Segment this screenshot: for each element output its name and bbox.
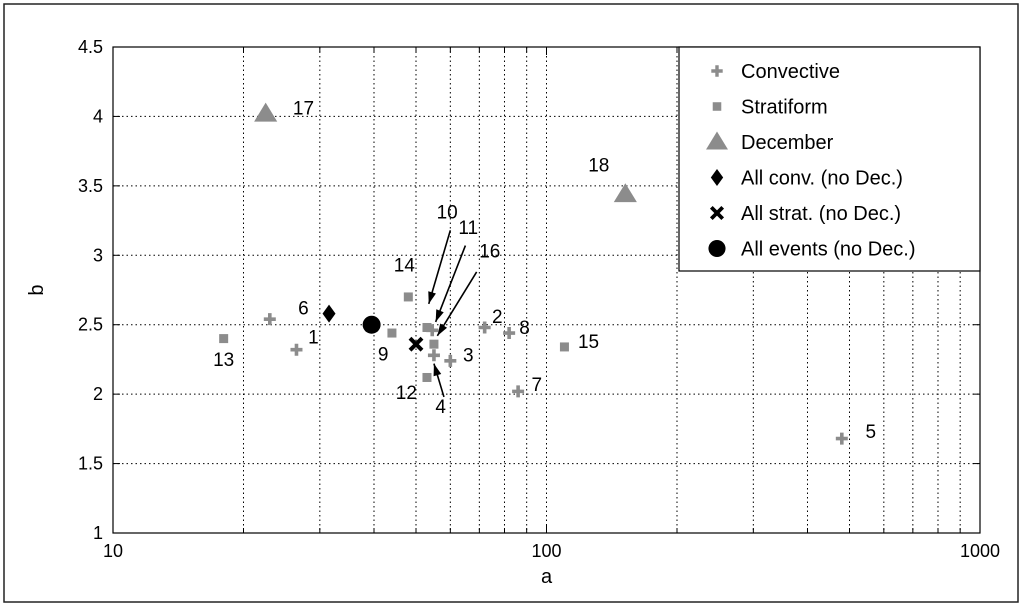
data-point-plus — [478, 321, 491, 334]
legend-marker-x — [709, 205, 725, 221]
legend-marker-circle — [708, 239, 726, 258]
annotation-arrow — [434, 245, 467, 323]
data-point-plus — [512, 385, 525, 398]
y-tick-label: 1.5 — [78, 454, 103, 474]
x-axis-label: a — [541, 566, 553, 588]
point-label: 11 — [458, 218, 478, 239]
point-label: 13 — [213, 350, 234, 371]
point-label: 3 — [463, 346, 474, 367]
legend-entry: All strat. (no Dec.) — [709, 203, 901, 225]
y-tick-label: 2.5 — [78, 315, 103, 335]
point-label: 7 — [532, 375, 543, 396]
point-label: 5 — [866, 422, 877, 443]
annotation-arrows — [427, 230, 478, 398]
legend-entry: All events (no Dec.) — [708, 239, 916, 261]
legend-label: All conv. (no Dec.) — [741, 168, 903, 190]
y-tick-label: 3.5 — [78, 176, 103, 196]
y-tick-label: 1 — [93, 523, 103, 543]
data-point-triangle — [613, 183, 637, 203]
y-tick-label: 4.5 — [78, 37, 103, 57]
legend-marker-plus — [711, 65, 723, 77]
y-axis-label: b — [26, 284, 48, 295]
legend-label: All events (no Dec.) — [741, 239, 916, 261]
data-point-square — [387, 328, 397, 338]
data-point-square — [429, 339, 439, 349]
data-point-triangle — [254, 102, 278, 122]
data-point-plus — [290, 343, 303, 356]
annotation-arrow — [433, 363, 445, 398]
legend-label: December — [741, 132, 834, 154]
legend-label: All strat. (no Dec.) — [741, 203, 901, 225]
point-label: 16 — [479, 242, 500, 263]
x-tick-label: 100 — [531, 541, 561, 561]
point-label: 1 — [308, 328, 319, 349]
legend-marker-diamond — [710, 168, 724, 187]
data-point-square — [422, 372, 432, 382]
data-point-square — [403, 292, 413, 302]
annotation-arrow — [427, 230, 452, 305]
axis-ticks: 10 100 1000 1 1.5 2 2.5 3 3.5 4 4.5 — [78, 37, 1000, 561]
data-point-diamond — [322, 304, 336, 323]
data-point-plus — [503, 327, 516, 340]
legend-box — [678, 46, 981, 272]
legend-marker-triangle — [706, 131, 728, 150]
data-point-plus — [427, 349, 440, 362]
data-point-circle — [362, 315, 381, 334]
legend-entry: December — [706, 131, 834, 154]
point-label: 2 — [492, 307, 503, 328]
data-point-square — [559, 342, 569, 352]
x-tick-label: 10 — [103, 541, 123, 561]
point-label: 8 — [519, 318, 530, 339]
data-point-square — [422, 322, 432, 332]
legend-label: Stratiform — [741, 97, 828, 119]
point-label: 12 — [396, 383, 417, 404]
legend-entry: Convective — [711, 61, 840, 83]
data-point-plus — [263, 313, 276, 326]
y-tick-label: 2 — [93, 384, 103, 404]
point-label: 9 — [378, 344, 389, 365]
legend-entry: Stratiform — [712, 97, 828, 119]
data-point-plus — [426, 324, 439, 337]
data-point-plus — [835, 432, 848, 445]
legend: Convective Stratiform December All conv. (n… — [678, 46, 981, 272]
data-point-square — [219, 334, 229, 344]
y-tick-label: 4 — [93, 106, 103, 126]
point-label: 15 — [578, 332, 599, 353]
point-label: 6 — [298, 298, 309, 319]
point-label: 17 — [293, 99, 314, 120]
data-markers — [219, 102, 848, 445]
legend-entry: All conv. (no Dec.) — [710, 168, 903, 190]
x-tick-label: 1000 — [960, 541, 1000, 561]
legend-label: Convective — [741, 61, 840, 83]
point-label: 10 — [437, 203, 458, 224]
data-point-plus — [444, 354, 457, 367]
y-tick-label: 3 — [93, 245, 103, 265]
point-label: 4 — [435, 397, 446, 418]
annotation-arrow — [436, 271, 478, 337]
data-point-x — [408, 336, 424, 352]
legend-marker-square — [712, 102, 722, 111]
point-label: 14 — [394, 255, 416, 276]
point-label: 18 — [588, 155, 609, 176]
